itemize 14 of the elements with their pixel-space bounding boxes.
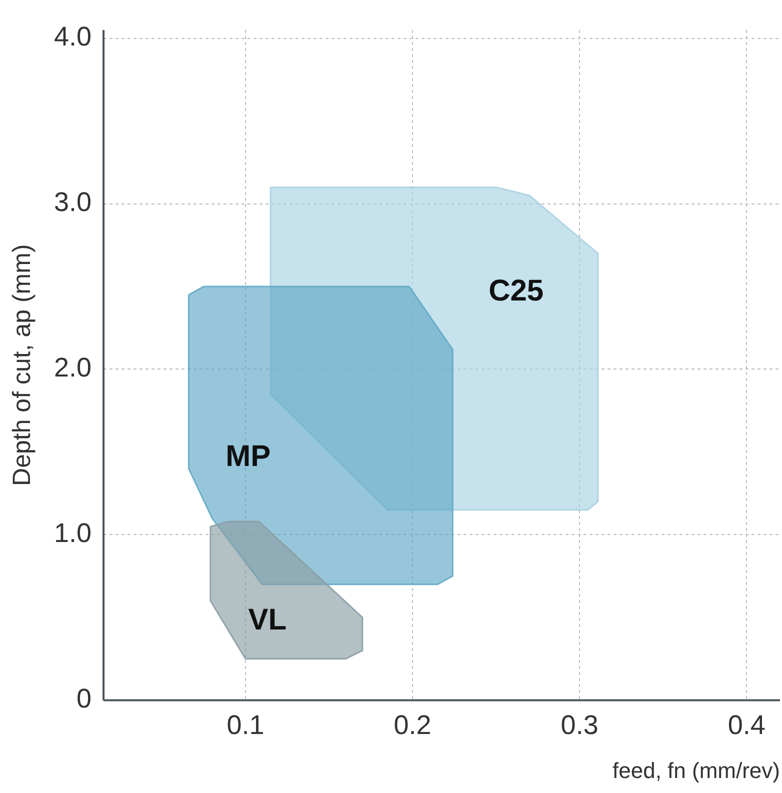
y-tick-label: 0 bbox=[76, 684, 92, 714]
x-axis-title: feed, fn (mm/rev) bbox=[612, 758, 780, 783]
x-tick-label: 0.1 bbox=[226, 710, 264, 740]
y-tick-label: 1.0 bbox=[54, 518, 92, 548]
x-tick-label: 0.3 bbox=[560, 710, 598, 740]
x-tick-label: 0.2 bbox=[394, 710, 432, 740]
series-label: VL bbox=[248, 603, 287, 636]
y-tick-label: 3.0 bbox=[54, 187, 92, 218]
y-axis-title: Depth of cut, ap (mm) bbox=[8, 244, 36, 486]
series-label: MP bbox=[226, 440, 271, 474]
x-tick-label: 0.4 bbox=[728, 710, 766, 740]
y-tick-label: 2.0 bbox=[54, 352, 92, 383]
series-label: C25 bbox=[488, 274, 544, 308]
y-tick-label: 4.0 bbox=[54, 22, 92, 52]
